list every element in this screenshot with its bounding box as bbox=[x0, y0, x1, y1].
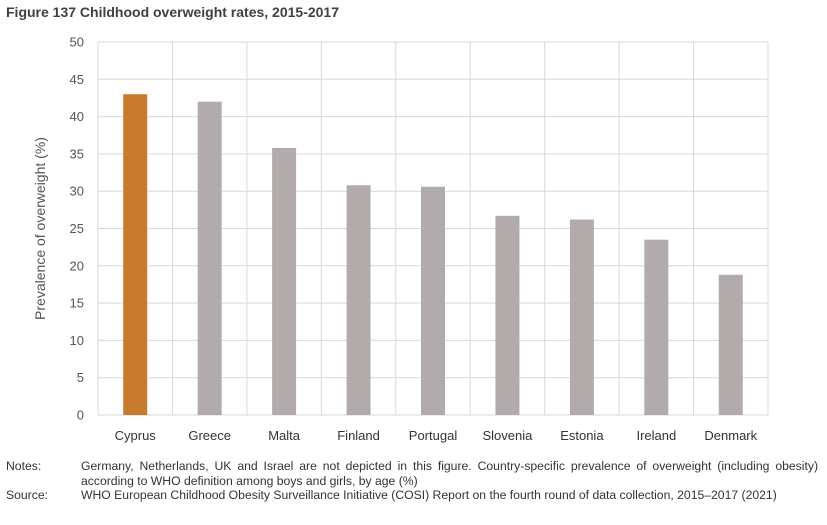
bars bbox=[123, 94, 743, 416]
y-tick-label: 45 bbox=[70, 72, 84, 87]
y-tick-label: 40 bbox=[70, 109, 84, 124]
notes-section: Notes: Germany, Netherlands, UK and Isra… bbox=[6, 459, 818, 503]
y-tick-label: 50 bbox=[70, 35, 84, 50]
bar-portugal bbox=[421, 186, 445, 415]
bar-ireland bbox=[644, 239, 669, 415]
y-tick-label: 25 bbox=[70, 221, 84, 236]
notes-label: Notes: bbox=[6, 459, 42, 473]
y-tick-label: 10 bbox=[70, 333, 84, 348]
x-tick-label: Cyprus bbox=[115, 428, 157, 443]
source-label: Source: bbox=[6, 488, 49, 502]
x-tick-label: Ireland bbox=[636, 428, 676, 443]
bar-malta bbox=[272, 147, 297, 415]
bar-finland bbox=[346, 185, 371, 415]
y-tick-label: 20 bbox=[70, 258, 84, 273]
y-axis-ticks: 0 5 10 15 20 25 30 35 40 45 50 bbox=[70, 35, 84, 423]
figure-title: Figure 137 Childhood overweight rates, 2… bbox=[6, 4, 339, 20]
source-text: WHO European Childhood Obesity Surveilla… bbox=[81, 488, 777, 502]
x-tick-label: Malta bbox=[268, 428, 301, 443]
x-tick-label: Estonia bbox=[560, 428, 604, 443]
x-tick-label: Portugal bbox=[409, 428, 458, 443]
notes-text: Germany, Netherlands, UK and Israel are … bbox=[81, 459, 818, 488]
x-axis-labels: Cyprus Greece Malta Finland Portugal Slovenia… bbox=[115, 428, 758, 443]
bar-greece bbox=[197, 101, 222, 416]
notes-row: Notes: Germany, Netherlands, UK and Isra… bbox=[6, 459, 818, 488]
y-tick-label: 30 bbox=[70, 184, 84, 199]
bar-denmark bbox=[718, 274, 743, 415]
y-tick-label: 15 bbox=[70, 296, 84, 311]
bar-slovenia bbox=[495, 215, 520, 415]
y-tick-label: 0 bbox=[77, 408, 84, 423]
x-tick-label: Greece bbox=[188, 428, 231, 443]
y-axis-title: Prevalence of overweight (%) bbox=[32, 137, 48, 320]
source-row: Source: WHO European Childhood Obesity S… bbox=[6, 488, 818, 503]
y-tick-label: 35 bbox=[70, 146, 84, 161]
chart-container: 0 5 10 15 20 25 30 35 40 45 50 Cyprus Greece Malta Fi… bbox=[0, 22, 827, 452]
x-tick-label: Slovenia bbox=[483, 428, 534, 443]
bar-estonia bbox=[569, 219, 594, 415]
bar-cyprus bbox=[123, 94, 148, 415]
bar-chart: 0 5 10 15 20 25 30 35 40 45 50 Cyprus Greece Malta Fi… bbox=[32, 35, 769, 443]
x-tick-label: Finland bbox=[337, 428, 380, 443]
x-tick-label: Denmark bbox=[704, 428, 757, 443]
y-tick-label: 5 bbox=[77, 370, 84, 385]
